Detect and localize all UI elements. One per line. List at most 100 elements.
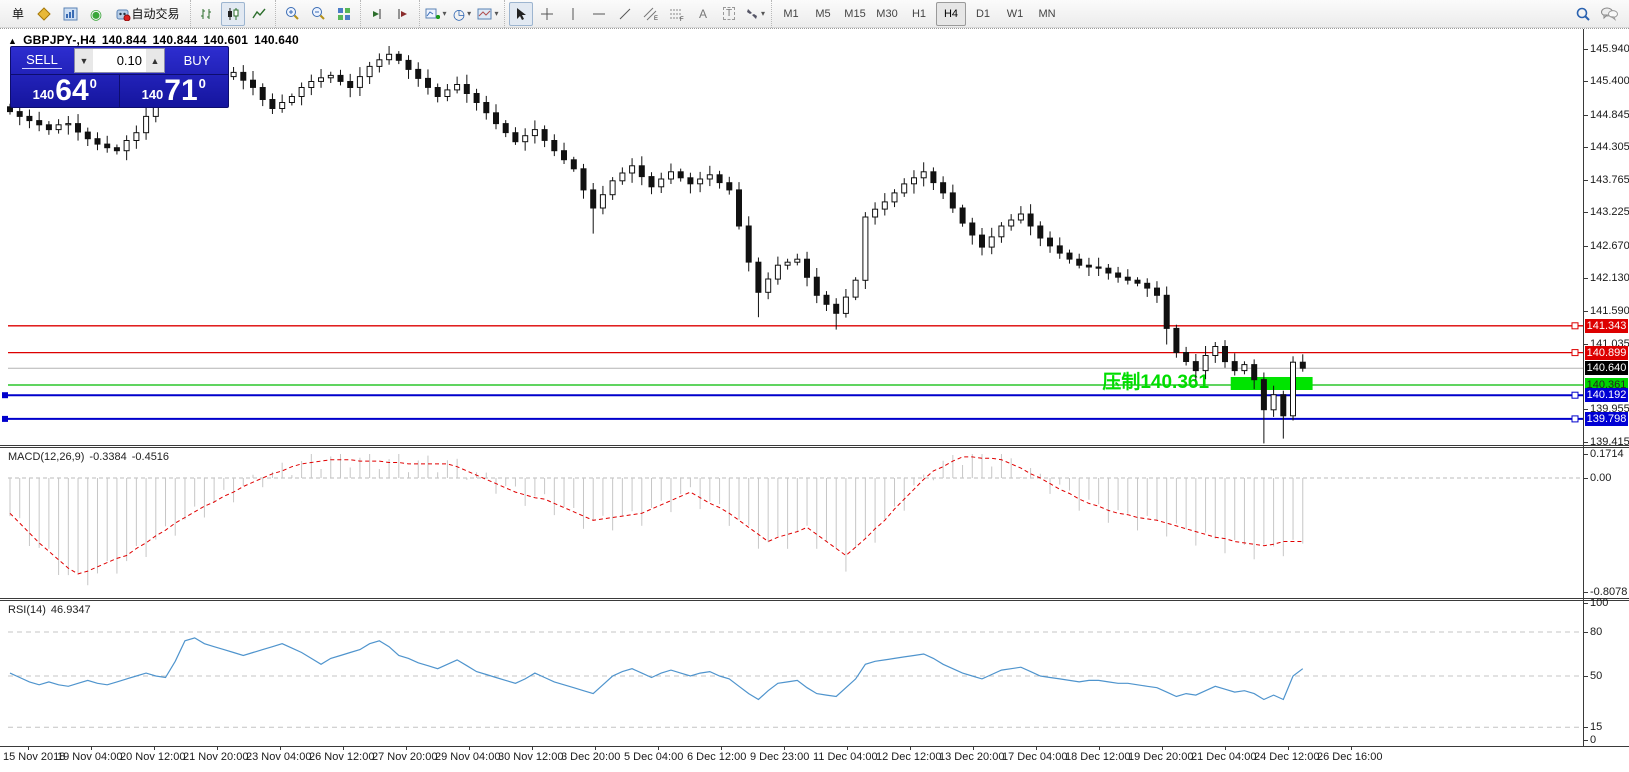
time-axis-label[interactable]: 27 Nov 20:00 [372, 751, 438, 763]
price-tick-mark [1583, 212, 1588, 214]
timeframe-button-m1[interactable]: M1 [783, 7, 799, 20]
time-tick-mark [1225, 746, 1226, 750]
search-symbol-button[interactable] [1571, 2, 1595, 26]
crosshair-button[interactable] [535, 2, 559, 26]
rsi-tick-mark [1583, 631, 1588, 633]
time-axis-label[interactable]: 30 Nov 12:00 [498, 751, 564, 763]
arrows-button[interactable]: ▾ [743, 2, 767, 26]
equidistant-channel-button[interactable]: E [639, 2, 663, 26]
time-axis-label[interactable]: 29 Nov 04:00 [435, 751, 501, 763]
periods-button[interactable]: ◷ ▾ [450, 2, 474, 26]
templates-button[interactable]: ▾ [476, 2, 500, 26]
volume-increase-button[interactable]: ▲ [146, 49, 164, 72]
price-badge-140.192: 140.192 [1585, 388, 1628, 403]
time-tick-mark [595, 746, 596, 750]
indicators-button[interactable]: ▾ [424, 2, 448, 26]
zoom-out-button[interactable] [306, 2, 330, 26]
time-tick-mark [658, 746, 659, 750]
timeframe-button-h1[interactable]: H1 [911, 7, 927, 20]
buy-price-button[interactable]: 140 71 0 [120, 75, 229, 107]
time-axis-label[interactable]: 21 Nov 20:00 [183, 751, 249, 763]
rsi-name: RSI(14) [8, 604, 46, 616]
chat-button[interactable] [1597, 2, 1621, 26]
chart-window[interactable] [0, 28, 1629, 772]
timeframe-button-w1[interactable]: W1 [1006, 7, 1024, 20]
metaeditor-icon[interactable] [32, 2, 56, 26]
autotrading-button[interactable]: 自动交易 [110, 2, 186, 26]
line-chart-button[interactable] [247, 2, 271, 26]
time-axis-label[interactable]: 9 Dec 23:00 [750, 751, 810, 763]
toolbar-group-scroll [360, 0, 419, 28]
time-axis-label[interactable]: 5 Dec 04:00 [624, 751, 684, 763]
autotrading-label: 自动交易 [131, 7, 180, 21]
time-axis-label[interactable]: 6 Dec 12:00 [687, 751, 747, 763]
time-axis-label[interactable]: 15 Nov 2018 [3, 751, 66, 763]
trendline-button[interactable] [613, 2, 637, 26]
time-tick-mark [532, 746, 533, 750]
fibonacci-button[interactable]: F [665, 2, 689, 26]
clock-icon: ◷ [452, 5, 466, 22]
price-tick-label: 145.400 [1590, 75, 1629, 88]
timeframe-button-mn[interactable]: MN [1038, 7, 1056, 20]
timeframe-button-m5[interactable]: M5 [815, 7, 831, 20]
horizontal-line-icon [593, 13, 605, 14]
price-tick-label: 142.670 [1590, 239, 1629, 252]
auto-scroll-button[interactable] [365, 2, 389, 26]
time-tick-mark [973, 746, 974, 750]
time-axis-label[interactable]: 13 Dec 20:00 [939, 751, 1005, 763]
timeframe-button-m30[interactable]: M30 [876, 7, 898, 20]
chart-shift-button[interactable] [391, 2, 415, 26]
time-tick-mark [406, 746, 407, 750]
time-axis-label[interactable]: 26 Dec 16:00 [1317, 751, 1383, 763]
time-axis-label[interactable]: 18 Dec 12:00 [1065, 751, 1131, 763]
cursor-button[interactable] [509, 1, 533, 26]
candlestick-chart-button[interactable] [221, 1, 245, 26]
text-button[interactable]: A [691, 2, 715, 26]
timeframe-button-h4[interactable]: H4 [936, 1, 966, 26]
svg-text:F: F [680, 17, 684, 21]
time-axis-label[interactable]: 24 Dec 12:00 [1254, 751, 1320, 763]
sell-price-button[interactable]: 140 64 0 [11, 75, 120, 107]
time-axis-label[interactable]: 19 Dec 20:00 [1128, 751, 1194, 763]
timeframe-button-m15[interactable]: M15 [844, 7, 866, 20]
macd-pane-top-border [0, 447, 1629, 448]
time-axis-label[interactable]: 20 Nov 12:00 [120, 751, 186, 763]
signals-icon[interactable]: ◉ [84, 2, 108, 26]
timeframe-button-d1[interactable]: D1 [975, 7, 991, 20]
tile-windows-button[interactable] [332, 2, 356, 26]
template-icon [477, 8, 492, 19]
time-axis-label[interactable]: 19 Nov 04:00 [57, 751, 123, 763]
time-axis-label[interactable]: 23 Nov 04:00 [246, 751, 312, 763]
volume-input[interactable]: 0.10 [93, 49, 146, 72]
horizontal-line-button[interactable] [587, 2, 611, 26]
zoom-in-button[interactable] [280, 2, 304, 26]
price-tick-label: 145.940 [1590, 42, 1629, 55]
time-axis-label[interactable]: 26 Nov 12:00 [309, 751, 375, 763]
time-axis-label[interactable]: 12 Dec 12:00 [876, 751, 942, 763]
time-axis-label[interactable]: 3 Dec 20:00 [561, 751, 621, 763]
time-axis-label[interactable]: 11 Dec 04:00 [813, 751, 878, 763]
market-depth-icon[interactable] [58, 2, 82, 26]
zoom-in-icon [285, 7, 299, 20]
time-tick-mark [1036, 746, 1037, 750]
time-axis-label[interactable]: 17 Dec 04:00 [1002, 751, 1068, 763]
toolbar-group-timeframes: M1 M5 M15 M30 H1 H4 D1 W1 MN [771, 0, 1066, 28]
price-badge-141.343: 141.343 [1585, 318, 1628, 333]
rsi-label: RSI(14) 46.9347 [8, 604, 96, 616]
bar-chart-button[interactable] [195, 2, 219, 26]
toolbar-group-trade: 单 ◉ 自动交易 [2, 0, 190, 28]
buy-tab[interactable]: BUY [166, 47, 228, 74]
sell-tab[interactable]: SELL [11, 47, 73, 74]
price-tick-label: 144.305 [1590, 141, 1629, 154]
time-axis-label[interactable]: 21 Dec 04:00 [1191, 751, 1257, 763]
text-label-button[interactable]: T [717, 2, 741, 26]
macd-value-signal: -0.4516 [131, 451, 170, 463]
price-tick-mark [1583, 114, 1588, 116]
pane-separator-main-macd[interactable] [0, 445, 1629, 446]
new-order-button[interactable]: 单 [6, 2, 30, 26]
caret-down-icon: ▾ [467, 9, 472, 18]
volume-decrease-button[interactable]: ▼ [75, 49, 93, 72]
pane-separator-macd-rsi[interactable] [0, 598, 1629, 599]
rsi-pane-top-border [0, 600, 1629, 601]
vertical-line-button[interactable] [561, 2, 585, 26]
